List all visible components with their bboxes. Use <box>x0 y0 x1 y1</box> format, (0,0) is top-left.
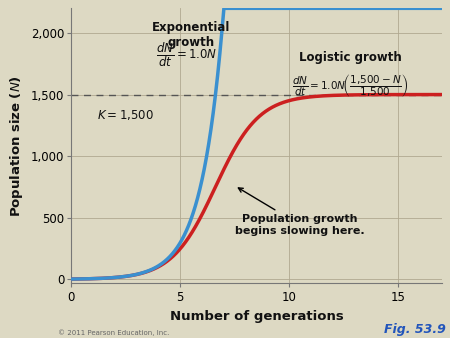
Text: Fig. 53.9: Fig. 53.9 <box>383 323 446 336</box>
Text: Logistic growth: Logistic growth <box>299 51 401 64</box>
Y-axis label: Population size ($\it{N}$): Population size ($\it{N}$) <box>9 75 25 217</box>
Text: Exponential
growth: Exponential growth <box>152 21 230 49</box>
Text: $\dfrac{dN}{dt}$$= 1.0N$: $\dfrac{dN}{dt}$$= 1.0N$ <box>156 41 217 69</box>
Text: Population growth
begins slowing here.: Population growth begins slowing here. <box>235 188 365 236</box>
Text: $\dfrac{dN}{dt}$$= 1.0N\!\left(\dfrac{1{,}500-N}{1{,}500}\right)$: $\dfrac{dN}{dt}$$= 1.0N\!\left(\dfrac{1{… <box>292 72 408 99</box>
Text: © 2011 Pearson Education, Inc.: © 2011 Pearson Education, Inc. <box>58 330 170 336</box>
X-axis label: Number of generations: Number of generations <box>170 310 343 323</box>
Text: $K = 1{,}500$: $K = 1{,}500$ <box>97 108 154 122</box>
